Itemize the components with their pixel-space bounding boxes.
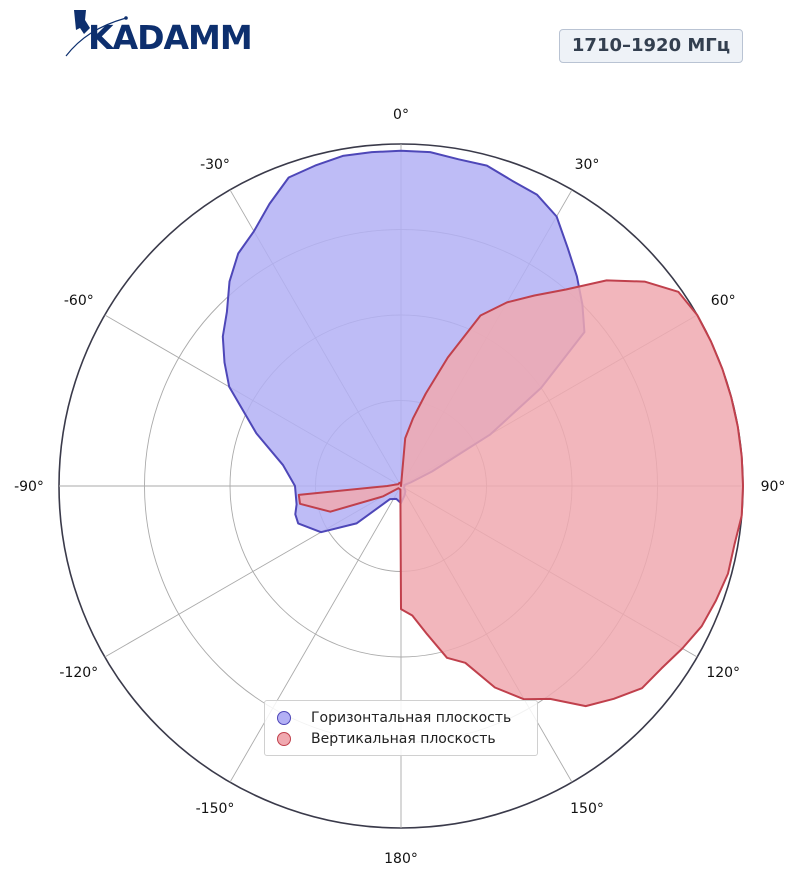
angle-tick-label: 0° (393, 107, 409, 123)
series-layer (221, 149, 744, 708)
angle-tick-label: 30° (575, 157, 600, 173)
legend-marker-vertical (277, 731, 291, 746)
frequency-badge: 1710–1920 МГц (559, 29, 743, 63)
legend-item-vertical: Вертикальная плоскость (277, 728, 537, 749)
angle-tick-label: 60° (711, 293, 736, 309)
angle-tick-label: 120° (706, 665, 740, 681)
logo-swoosh (65, 17, 127, 57)
angle-tick-label: 180° (384, 851, 418, 867)
kadamm-logo (65, 10, 128, 57)
angle-tick-label: -30° (200, 157, 230, 173)
angle-tick-label: -150° (196, 801, 235, 817)
grid-spoke (229, 485, 402, 783)
angle-tick-label: -60° (64, 293, 94, 309)
legend-label-vertical: Вертикальная плоскость (311, 730, 496, 747)
angle-tick-labels: 0° 30° 60° 90° 120° 150° 180° -150° -120° -90° -60… (14, 107, 785, 867)
logo-swoosh-dot (124, 16, 128, 20)
angle-tick-label: -120° (59, 665, 98, 681)
angle-tick-label: 90° (761, 479, 786, 495)
angle-tick-label: -90° (14, 479, 44, 495)
legend-label-horizontal: Горизонтальная плоскость (311, 709, 512, 726)
legend-item-horizontal: Горизонтальная плоскость (277, 707, 537, 728)
legend-marker-horizontal (277, 710, 291, 725)
series-vertical-plane (297, 279, 744, 708)
chart-legend: Горизонтальная плоскость Вертикальная пл… (264, 700, 538, 756)
logo-wordmark: KADAMM (88, 18, 253, 57)
angle-tick-label: 150° (570, 801, 604, 817)
logo-mark (74, 10, 90, 34)
